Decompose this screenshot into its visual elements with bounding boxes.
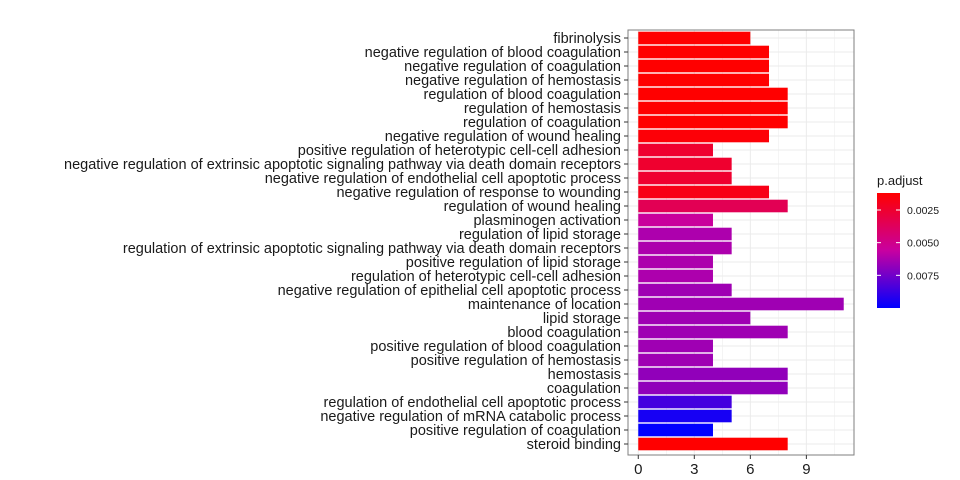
category-label: fibrinolysis <box>553 31 621 47</box>
category-label: regulation of endothelial cell apoptotic… <box>324 395 621 411</box>
bar <box>638 157 732 171</box>
category-label: negative regulation of extrinsic apoptot… <box>64 157 621 173</box>
legend-colorbar <box>877 193 900 308</box>
bar <box>638 129 770 143</box>
category-label: regulation of extrinsic apoptotic signal… <box>123 241 621 257</box>
bar <box>638 325 788 339</box>
category-label: maintenance of location <box>468 297 621 313</box>
category-label: coagulation <box>547 381 621 397</box>
category-label: plasminogen activation <box>473 213 621 229</box>
category-label: negative regulation of endothelial cell … <box>265 171 621 187</box>
bar <box>638 185 770 199</box>
x-tick-label: 9 <box>802 461 810 478</box>
panel-border <box>627 29 855 456</box>
bar <box>638 437 788 451</box>
category-label: regulation of blood coagulation <box>423 87 621 103</box>
category-label: negative regulation of epithelial cell a… <box>278 283 621 299</box>
category-label: negative regulation of wound healing <box>385 129 621 145</box>
x-tick-label: 3 <box>690 461 698 478</box>
category-label: negative regulation of coagulation <box>404 59 621 75</box>
bar <box>638 101 788 115</box>
bar <box>638 115 788 129</box>
bar <box>638 73 770 87</box>
category-label: regulation of lipid storage <box>459 227 621 243</box>
bar <box>638 213 713 227</box>
bar <box>638 171 732 185</box>
category-label: negative regulation of blood coagulation <box>365 45 621 61</box>
bar <box>638 297 844 311</box>
legend-tick-label: 0.0025 <box>907 205 939 217</box>
legend-title: p.adjust <box>877 173 923 188</box>
category-label: positive regulation of blood coagulation <box>370 339 621 355</box>
legend-tick-label: 0.0050 <box>907 238 939 250</box>
bar <box>638 241 732 255</box>
bar <box>638 409 732 423</box>
category-label: negative regulation of mRNA catabolic pr… <box>320 409 621 425</box>
bar <box>638 45 770 59</box>
category-label: hemostasis <box>548 367 621 383</box>
category-label: regulation of heterotypic cell-cell adhe… <box>351 269 621 285</box>
bar <box>638 255 713 269</box>
bar <box>638 367 788 381</box>
legend-ticks: 0.0025 0.0050 0.0075 <box>877 205 939 282</box>
category-label: negative regulation of response to wound… <box>336 185 621 201</box>
category-label: steroid binding <box>527 437 621 453</box>
category-label: negative regulation of hemostasis <box>405 73 621 89</box>
category-label: positive regulation of heterotypic cell-… <box>298 143 621 159</box>
bar <box>638 199 788 213</box>
x-tick-label: 6 <box>746 461 754 478</box>
category-label: blood coagulation <box>507 325 621 341</box>
bar <box>638 31 751 45</box>
bar <box>638 353 713 367</box>
category-label: regulation of coagulation <box>463 115 621 131</box>
bar <box>638 87 788 101</box>
bar <box>638 269 713 283</box>
category-label: regulation of wound healing <box>444 199 621 215</box>
bar <box>638 395 732 409</box>
bar <box>638 381 788 395</box>
bar <box>638 339 713 353</box>
bar <box>638 283 732 297</box>
legend: p.adjust 0.0025 0.0050 0.0075 <box>877 173 939 308</box>
bar <box>638 143 713 157</box>
category-label: lipid storage <box>543 311 621 327</box>
bar <box>638 227 732 241</box>
bar <box>638 423 713 437</box>
bar <box>638 311 751 325</box>
bar <box>638 59 770 73</box>
bars <box>638 31 844 451</box>
category-label: positive regulation of hemostasis <box>411 353 621 369</box>
x-tick-label: 0 <box>634 461 642 478</box>
x-axis: 0 3 6 9 <box>634 455 811 478</box>
category-label: positive regulation of lipid storage <box>406 255 621 271</box>
legend-tick-label: 0.0075 <box>907 270 939 282</box>
category-label: regulation of hemostasis <box>464 101 621 117</box>
category-label: positive regulation of coagulation <box>410 423 621 439</box>
